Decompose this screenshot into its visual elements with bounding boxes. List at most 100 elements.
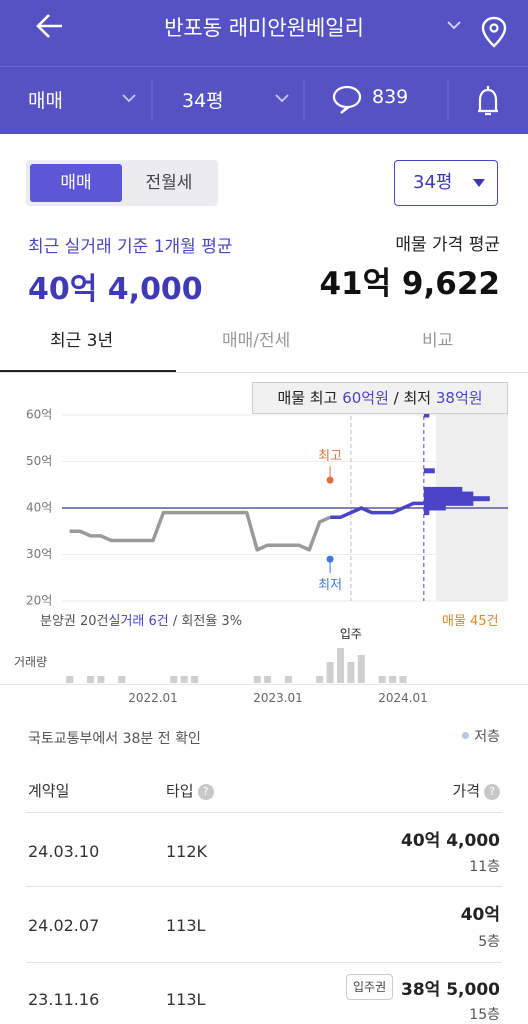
listing-tooltip: 매물 최고 60억원 / 최저 38억원: [252, 382, 508, 414]
y-tick-label: 20억: [26, 594, 52, 608]
volume-bar: [66, 676, 74, 683]
volume-bar: [180, 676, 188, 683]
deal-price: 40억: [460, 905, 500, 925]
listing-bar: [423, 510, 430, 516]
tab-indicator: [0, 370, 176, 373]
listing-label: 매물 가격 평균: [395, 235, 500, 255]
dropdown-icon: [473, 179, 485, 187]
volume-bar: [326, 662, 334, 683]
presale-count: 분양권 20건: [40, 614, 109, 629]
listing-bar: [423, 500, 474, 506]
listing-bar: [423, 505, 446, 511]
comment-count[interactable]: 839: [372, 86, 409, 108]
back-button[interactable]: [34, 10, 66, 42]
move-in-label: 입주: [340, 627, 362, 641]
volume-bar: [118, 676, 126, 683]
chart-divider: [0, 684, 528, 685]
source-text: 국토교통부에서 38분 전 확인: [28, 731, 201, 747]
page-title: 반포동 래미안원베일리: [164, 16, 364, 40]
listing-bar: [423, 412, 430, 418]
deal-floor: 11층: [469, 859, 500, 875]
high-label: 최고: [318, 449, 342, 464]
unit-type: 112K: [166, 842, 208, 861]
tooltip-text: / 최저: [393, 389, 432, 407]
price-chart: 20억 30억 40억 50억 60억 2022.01 2023.01 2024.01 입주 최고…: [14, 395, 508, 705]
period-tab[interactable]: 최근 3년: [50, 331, 114, 351]
volume-bar: [97, 676, 105, 683]
y-tick-label: 40억: [26, 501, 52, 515]
listing-bar: [423, 496, 490, 502]
volume-label: 거래량: [14, 655, 47, 669]
price-line: [330, 501, 424, 520]
volume-bar: [87, 676, 94, 683]
size-filter[interactable]: 34평: [182, 90, 224, 112]
contract-date: 24.02.07: [28, 916, 100, 935]
contract-date: 24.03.10: [28, 842, 100, 861]
x-tick-label: 2023.01: [253, 691, 303, 705]
listing-count: 매물 45건: [442, 614, 499, 629]
y-tick-label: 50억: [26, 454, 52, 468]
deal-floor: 5층: [478, 934, 500, 950]
listing-bar: [423, 491, 474, 497]
turnover: / 회전율 3%: [172, 614, 243, 629]
volume-bar: [316, 676, 324, 683]
unit-type: 113L: [166, 916, 206, 935]
rent-toggle[interactable]: 전월세: [145, 173, 193, 193]
table-header: 타입?: [166, 780, 214, 801]
volume-bar: [357, 655, 365, 683]
size-select-text: 34평: [413, 172, 453, 193]
y-tick-label: 30억: [26, 547, 52, 561]
legend-text: 저층: [474, 729, 500, 745]
header-text: 타입: [166, 782, 194, 800]
recent-price: 40억 4,000: [28, 272, 203, 307]
y-tick-label: 60억: [26, 408, 52, 422]
listing-bar: [423, 468, 435, 474]
volume-bar: [264, 676, 272, 683]
header-text: 가격: [452, 782, 480, 800]
trade-filter[interactable]: 매매: [28, 90, 63, 112]
tooltip-min: 38억원: [435, 389, 483, 407]
chart-footer: 분양권 20건실거래 6건 / 회전율 3%: [40, 610, 242, 629]
volume-bar: [389, 676, 397, 683]
tooltip-text: 매물 최고: [277, 389, 338, 407]
listing-bar: [423, 486, 463, 492]
help-icon[interactable]: ?: [484, 784, 500, 800]
tooltip-max: 60억원: [342, 389, 389, 407]
deal-floor: 15층: [469, 1007, 500, 1023]
period-tab[interactable]: 비교: [422, 331, 454, 351]
legend-dot: [462, 732, 470, 739]
volume-bar: [378, 676, 386, 683]
volume-bar: [253, 676, 261, 683]
listing-price: 41억 9,622: [319, 266, 500, 302]
tab-divider: [0, 372, 528, 373]
volume-bar: [347, 662, 355, 683]
table-header: 가격?: [452, 780, 500, 801]
presale-badge: 입주권: [346, 974, 394, 1000]
sale-toggle[interactable]: 매매: [30, 164, 122, 202]
low-label: 최저: [318, 578, 342, 593]
floor-legend: 저층: [462, 726, 500, 746]
filter-bar: [0, 66, 528, 134]
row-divider: [26, 962, 502, 963]
deal-count: 실거래 6건: [108, 614, 169, 629]
deal-price: 38억 5,000: [401, 980, 500, 1000]
table-header: 계약일: [28, 782, 70, 800]
volume-bar: [191, 676, 199, 683]
row-divider: [26, 812, 502, 813]
deal-price: 40억 4,000: [401, 831, 500, 851]
help-icon[interactable]: ?: [197, 784, 214, 800]
size-select[interactable]: 34평: [394, 160, 498, 206]
high-point: [326, 476, 334, 484]
top-bar: [0, 0, 528, 66]
volume-bar: [399, 676, 407, 683]
unit-type: 113L: [166, 990, 206, 1009]
title-actions[interactable]: [444, 16, 510, 48]
volume-bar: [284, 676, 292, 683]
volume-bar: [170, 676, 178, 683]
recent-label: 최근 실거래 기준 1개월 평균: [28, 237, 233, 257]
price-line: [69, 510, 331, 552]
filter-icons: [122, 80, 498, 120]
period-tab[interactable]: 매매/전세: [222, 331, 291, 351]
low-point: [326, 555, 334, 563]
